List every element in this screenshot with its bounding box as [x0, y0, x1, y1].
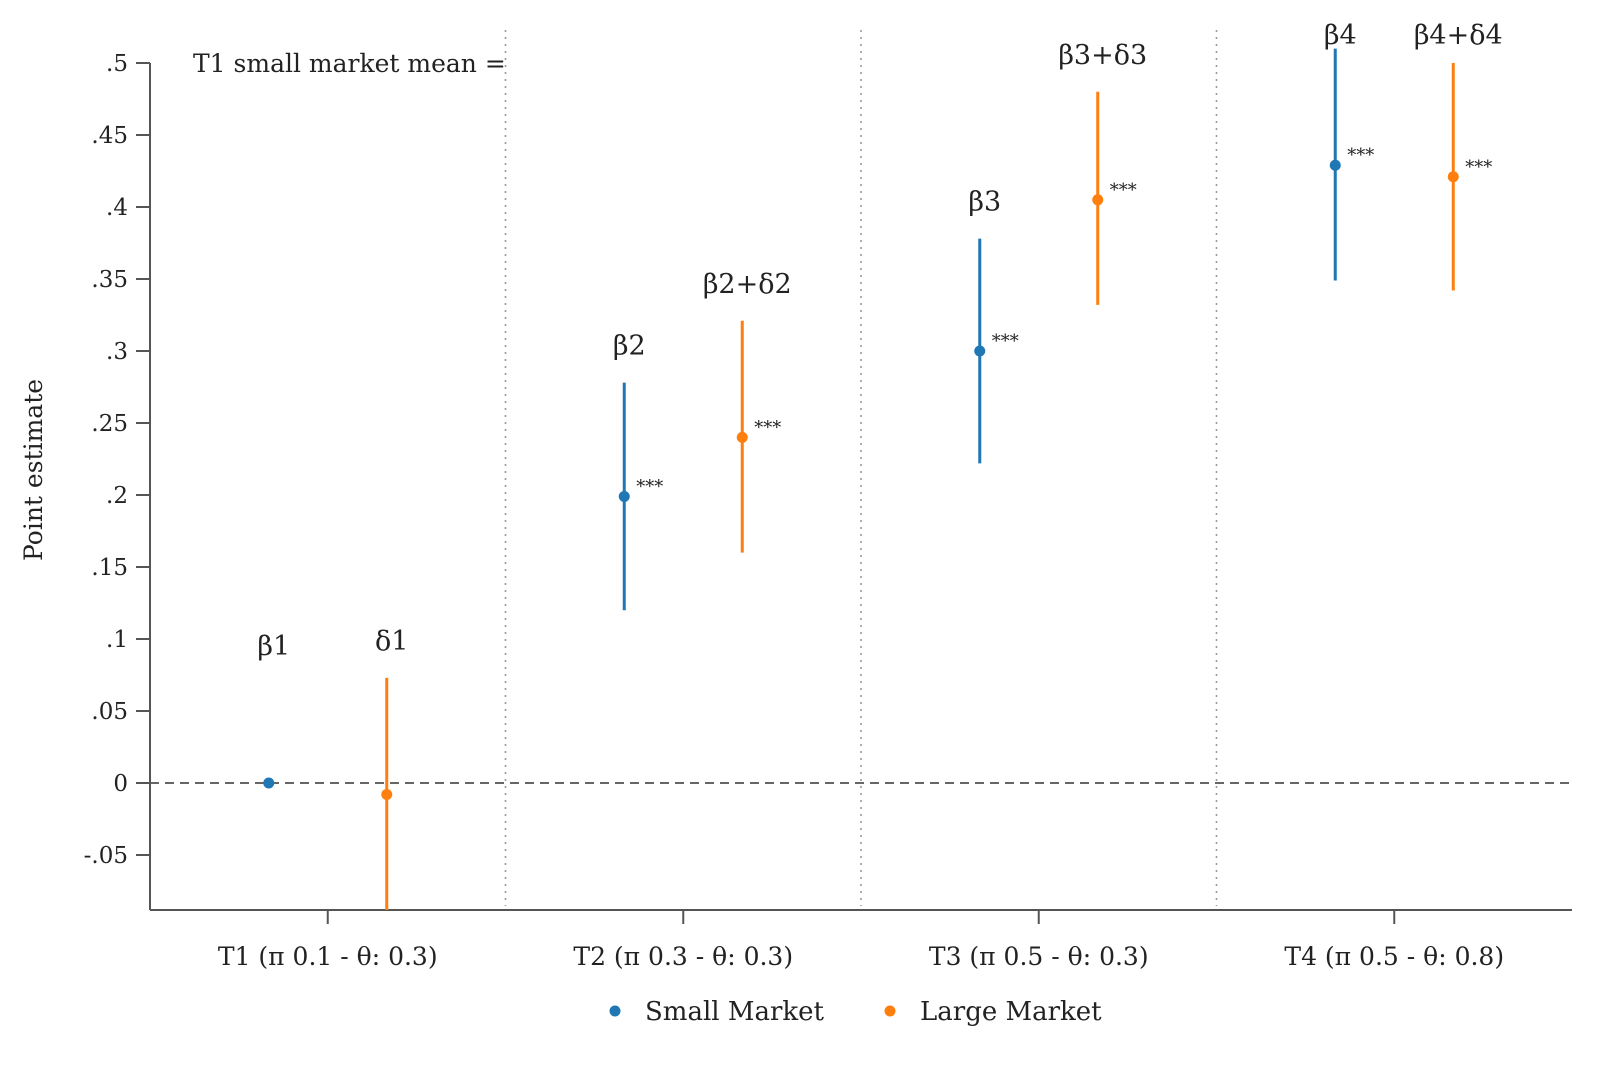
y-tick-label: .5: [106, 51, 128, 77]
estimate-marks: β1 β2 *** β3 *** β4 *** δ1 β2+δ2 *** β3+δ3 *** β4+δ4…: [257, 20, 1503, 910]
y-tick-label: .35: [91, 267, 128, 293]
point-estimate: [1092, 194, 1104, 206]
point-estimate: [974, 345, 986, 357]
coefficient-label: β4+δ4: [1414, 20, 1503, 51]
x-tick-label: T4 (π 0.5 - θ: 0.8): [1284, 942, 1504, 971]
point-estimate: [736, 431, 748, 443]
y-tick-label: .4: [106, 195, 128, 221]
y-axis-title: Point estimate: [19, 379, 48, 561]
legend: Small Market Large Market: [609, 997, 1102, 1027]
point-estimate: [381, 789, 393, 801]
t1-mean-note: T1 small market mean =: [193, 49, 506, 78]
y-tick-label: .15: [91, 555, 128, 581]
significance-label: ***: [1110, 180, 1137, 201]
legend-marker: [609, 1005, 621, 1017]
legend-marker: [884, 1005, 896, 1017]
point-estimate: [1447, 171, 1459, 183]
significance-label: ***: [754, 417, 781, 438]
x-tick-label: T3 (π 0.5 - θ: 0.3): [929, 942, 1149, 971]
point-estimate: [1329, 159, 1341, 171]
y-tick-label: .05: [91, 699, 128, 725]
coefficient-label: β2+δ2: [703, 269, 792, 300]
x-tick-label: T2 (π 0.3 - θ: 0.3): [573, 942, 793, 971]
y-tick-label: 0: [113, 771, 128, 797]
coefficient-label: β1: [257, 631, 290, 662]
coefficient-label: δ1: [375, 626, 408, 657]
y-tick-label: -.05: [84, 843, 128, 869]
y-axis: .5 .45 .4 .35 .3 .25 .2 .15 .1 .05 0 -.05: [84, 51, 151, 910]
significance-label: ***: [636, 476, 663, 497]
y-tick-label: .2: [106, 483, 128, 509]
y-tick-label: .45: [91, 123, 128, 149]
y-tick-label: .1: [106, 627, 128, 653]
significance-label: ***: [1347, 145, 1374, 166]
x-axis: T1 (π 0.1 - θ: 0.3) T2 (π 0.3 - θ: 0.3) T3…: [150, 909, 1572, 971]
coefficient-label: β3: [968, 187, 1001, 218]
group-separators: [504, 30, 1218, 906]
coefficient-label: β2: [613, 331, 646, 362]
y-tick-label: .3: [106, 339, 128, 365]
significance-label: ***: [992, 331, 1019, 352]
point-estimate: [263, 777, 275, 789]
coefficient-label: β4: [1324, 20, 1357, 51]
legend-label: Small Market: [645, 997, 825, 1027]
significance-label: ***: [1465, 157, 1492, 178]
coefficient-label: β3+δ3: [1058, 40, 1147, 71]
x-tick-label: T1 (π 0.1 - θ: 0.3): [218, 942, 438, 971]
y-tick-label: .25: [91, 411, 128, 437]
legend-label: Large Market: [920, 997, 1102, 1027]
point-estimate: [618, 490, 630, 502]
